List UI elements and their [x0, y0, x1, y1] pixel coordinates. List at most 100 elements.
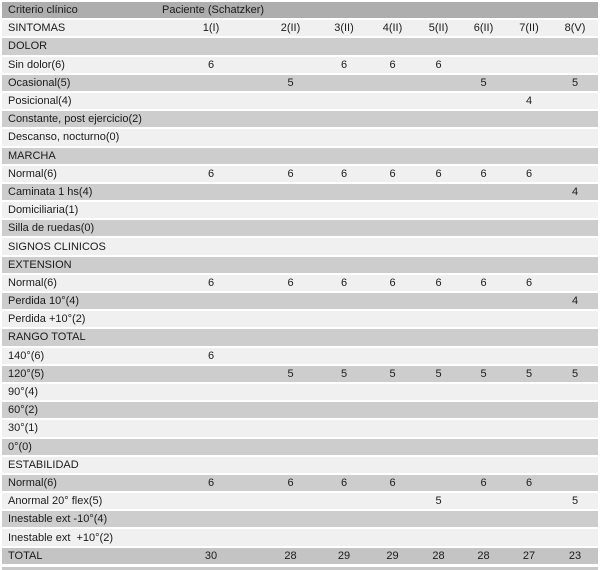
value-cell [160, 402, 262, 419]
value-cell [160, 293, 262, 310]
value-cell: 6(II) [461, 20, 506, 37]
value-cell [160, 420, 262, 437]
value-cell [416, 92, 461, 110]
value-cell: 3(II) [319, 20, 369, 37]
row-label: 0°(0) [2, 438, 160, 455]
value-cell [461, 329, 506, 346]
value-cell [262, 456, 319, 473]
value-cell: 6 [461, 274, 506, 291]
value-cell [552, 529, 599, 546]
value-cell [416, 129, 461, 146]
row-label: EXTENSION [2, 256, 160, 273]
value-cell: 6 [506, 165, 552, 182]
value-cell: 5 [506, 365, 552, 382]
value-cell [160, 38, 262, 55]
value-cell [552, 474, 599, 492]
value-cell: 4 [552, 293, 599, 310]
row-label: MARCHA [2, 147, 160, 164]
value-cell [369, 202, 416, 219]
value-cell [369, 183, 416, 201]
value-cell [262, 220, 319, 237]
value-cell [319, 129, 369, 146]
value-cell [160, 238, 262, 255]
value-cell: 6 [319, 165, 369, 182]
value-cell: 5 [552, 493, 599, 510]
value-cell [552, 147, 599, 164]
value-cell: 5 [416, 365, 461, 382]
value-cell [416, 420, 461, 437]
value-cell [416, 456, 461, 473]
value-cell [160, 511, 262, 528]
value-cell [369, 111, 416, 128]
row-label: TOTAL [2, 547, 160, 564]
value-cell: 6 [160, 347, 262, 364]
value-cell [461, 56, 506, 73]
value-cell [506, 420, 552, 437]
value-cell: 1(I) [160, 20, 262, 37]
value-cell [319, 238, 369, 255]
value-cell [369, 529, 416, 546]
value-cell: 4(II) [369, 20, 416, 37]
value-cell: 6 [506, 274, 552, 291]
value-cell [506, 202, 552, 219]
value-cell [369, 238, 416, 255]
value-cell [369, 511, 416, 528]
value-cell [552, 383, 599, 401]
value-cell: 6 [369, 474, 416, 492]
value-cell [506, 256, 552, 273]
value-cell: 6 [506, 474, 552, 492]
value-cell [160, 456, 262, 473]
row-label: Inestable ext -10°(4) [2, 511, 160, 528]
value-cell [416, 511, 461, 528]
value-cell [461, 220, 506, 237]
table-row: EXTENSION [2, 256, 599, 273]
value-cell [416, 347, 461, 364]
table-bottom-border [2, 566, 598, 570]
row-label: Descanso, nocturno(0) [2, 129, 160, 146]
table-row: Silla de ruedas(0) [2, 220, 599, 237]
value-cell [506, 220, 552, 237]
table-row: Domiciliaria(1) [2, 202, 599, 219]
table-row: ESTABILIDAD [2, 456, 599, 473]
value-cell [160, 202, 262, 219]
value-cell: 6 [262, 474, 319, 492]
value-cell [506, 329, 552, 346]
value-cell [262, 92, 319, 110]
value-cell [369, 220, 416, 237]
table-row: 140°(6) 6 [2, 347, 599, 364]
value-cell [319, 74, 369, 91]
table-row: Descanso, nocturno(0) [2, 129, 599, 146]
value-cell [461, 311, 506, 328]
value-cell [160, 129, 262, 146]
value-cell [160, 311, 262, 328]
value-cell: 6 [319, 56, 369, 73]
value-cell [552, 329, 599, 346]
value-cell [461, 347, 506, 364]
table-row: RANGO TOTAL [2, 329, 599, 346]
value-cell [506, 111, 552, 128]
value-cell [552, 274, 599, 291]
row-label: 90°(4) [2, 383, 160, 401]
criterio-clinico-header: Criterio clínico [2, 2, 160, 19]
value-cell [506, 402, 552, 419]
value-cell [461, 147, 506, 164]
value-cell [319, 92, 369, 110]
table-row: DOLOR [2, 38, 599, 55]
value-cell: 30 [160, 547, 262, 564]
value-cell [506, 383, 552, 401]
table-row: Perdida 10°(4) 4 [2, 293, 599, 310]
value-cell [369, 329, 416, 346]
value-cell [369, 438, 416, 455]
table-row: Inestable ext -10°(4) [2, 511, 599, 528]
value-cell [160, 383, 262, 401]
value-cell [461, 256, 506, 273]
row-label: DOLOR [2, 38, 160, 55]
value-cell [461, 293, 506, 310]
value-cell [416, 111, 461, 128]
value-cell [369, 256, 416, 273]
value-cell [416, 238, 461, 255]
value-cell [319, 38, 369, 55]
value-cell: 29 [319, 547, 369, 564]
value-cell [319, 329, 369, 346]
value-cell [369, 311, 416, 328]
